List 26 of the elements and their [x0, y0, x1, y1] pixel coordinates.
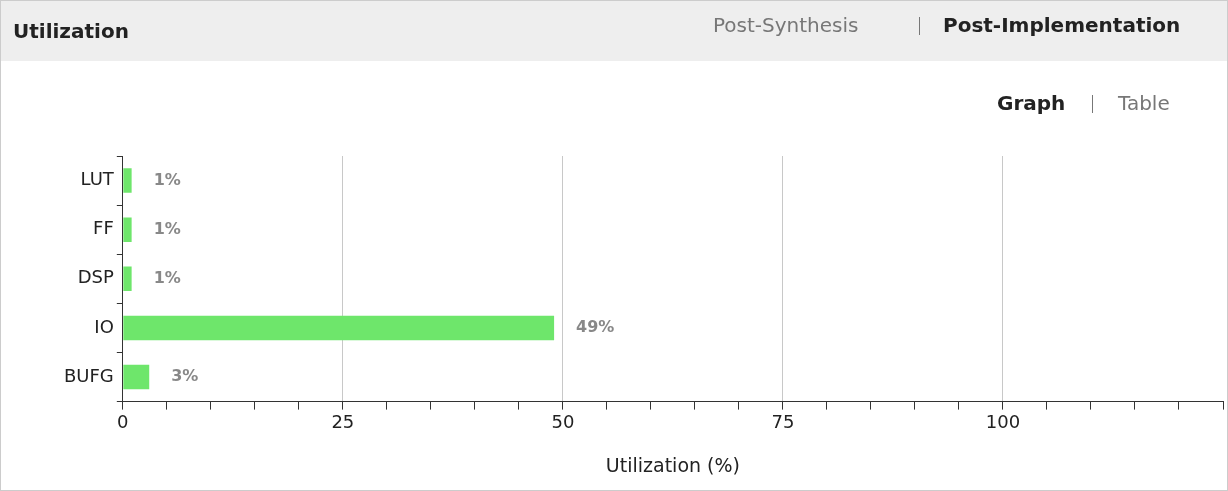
x-tick-label: 100 — [985, 411, 1021, 433]
y-tick-label: BUFG — [64, 364, 114, 386]
x-axis-title: Utilization (%) — [605, 453, 740, 476]
text: Post-Synthesis — [713, 13, 859, 37]
x-tick-label: 50 — [551, 411, 575, 433]
y-tick-label: LUT — [80, 168, 115, 190]
data-label: 1% — [153, 218, 181, 238]
bar — [123, 364, 150, 390]
text: Post-Implementation — [943, 13, 1181, 37]
text: Graph — [997, 91, 1066, 115]
bar — [123, 315, 555, 341]
y-tick-label: FF — [93, 217, 114, 239]
bar — [123, 168, 132, 193]
data-label: 3% — [171, 366, 199, 386]
x-tick-label: 75 — [771, 411, 795, 433]
x-tick-label: 0 — [117, 411, 129, 433]
text: Table — [1118, 91, 1170, 115]
bar — [123, 266, 132, 292]
y-tick-label: IO — [94, 315, 114, 337]
data-label: 1% — [153, 169, 181, 189]
data-label: 1% — [153, 267, 181, 287]
x-tick-label: 25 — [331, 411, 355, 433]
data-label: 49% — [576, 317, 615, 337]
chart-title: Utilization — [13, 19, 129, 43]
y-tick-label: DSP — [77, 266, 114, 288]
bar — [123, 217, 132, 242]
